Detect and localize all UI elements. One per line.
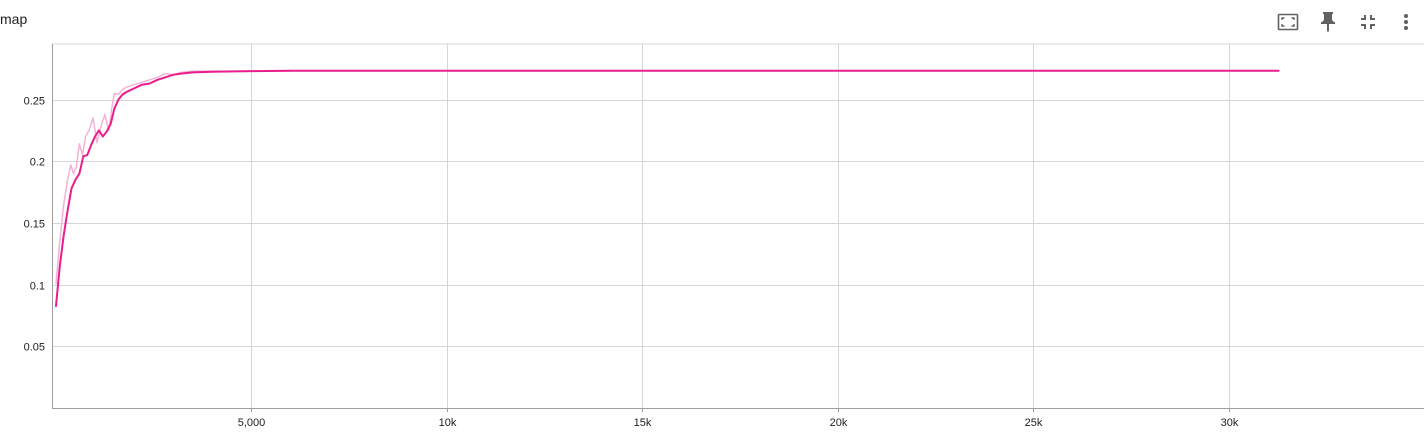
x-tick-label: 20k [830, 417, 848, 429]
more-options-button[interactable] [1392, 8, 1420, 36]
y-tick-label: 0.15 [24, 219, 45, 231]
y-tick-label: 0.2 [30, 157, 45, 169]
collapse-button[interactable] [1354, 8, 1382, 36]
x-tick-label: 15k [634, 417, 652, 429]
series-line-raw[interactable] [55, 70, 291, 285]
y-tick-label: 0.1 [30, 281, 45, 293]
chart-title: map [0, 11, 28, 27]
x-tick-label: 25k [1025, 417, 1043, 429]
collapse-icon [1361, 15, 1375, 29]
y-tick-label: 0.05 [24, 342, 45, 354]
series-line-smoothed[interactable] [54, 69, 1280, 307]
more-vert-icon [1404, 14, 1408, 30]
pin-icon [1321, 12, 1335, 32]
y-tick-label: 0.25 [24, 96, 45, 108]
x-tick-label: 5,000 [238, 417, 266, 429]
fit-domain-icon [1277, 13, 1299, 31]
fit-domain-button[interactable] [1274, 8, 1302, 36]
x-tick-label: 10k [439, 417, 457, 429]
pin-button[interactable] [1314, 8, 1342, 36]
chart-toolbar [1274, 8, 1424, 36]
x-tick-label: 30k [1221, 417, 1239, 429]
